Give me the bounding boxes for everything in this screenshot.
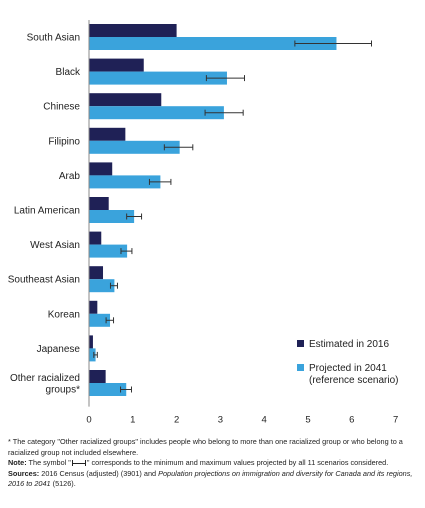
legend-label-2016: Estimated in 2016 xyxy=(309,339,389,350)
category-label-6: West Asian xyxy=(30,240,80,251)
x-tick-label-1: 1 xyxy=(130,415,135,426)
category-label-2: Chinese xyxy=(43,102,80,113)
note-text-after: " corresponds to the minimum and maximum… xyxy=(86,458,389,468)
category-label-10-line-1: groups* xyxy=(46,384,81,395)
legend-label-2041: Projected in 2041 xyxy=(309,363,387,374)
chart-notes: * The category "Other racialized groups"… xyxy=(8,437,418,490)
note-line: Note: The symbol " " corresponds to the m… xyxy=(8,458,418,469)
sources-code: (5126). xyxy=(50,479,76,489)
category-label-1-line-0: Black xyxy=(56,67,81,78)
sources-text: 2016 Census (adjusted) (3901) and xyxy=(39,468,159,478)
category-label-5: Latin American xyxy=(14,206,80,217)
bar-2041-10 xyxy=(89,383,127,396)
category-label-2-line-0: Chinese xyxy=(43,102,80,113)
legend-label-2041-scenario: (reference scenario) xyxy=(309,375,398,386)
bar-2016-5 xyxy=(89,197,109,210)
bar-2041-0 xyxy=(89,37,337,50)
bar-2041-7 xyxy=(89,279,115,293)
x-tick-label-5: 5 xyxy=(305,415,310,426)
bar-2016-6 xyxy=(89,231,102,245)
category-label-4-line-0: Arab xyxy=(59,171,81,182)
note-label: Note: xyxy=(8,458,27,468)
bar-2016-10 xyxy=(89,370,106,383)
category-label-1: Black xyxy=(56,67,81,78)
bar-2016-4 xyxy=(89,162,113,176)
legend-swatch-2016 xyxy=(297,340,304,347)
sources-label: Sources: xyxy=(8,468,40,478)
bar-2041-3 xyxy=(89,140,180,154)
bar-2041-4 xyxy=(89,175,161,189)
category-label-7: Southeast Asian xyxy=(8,275,80,286)
category-label-9-line-0: Japanese xyxy=(37,344,81,355)
bar-2016-2 xyxy=(89,93,162,107)
category-label-3-line-0: Filipino xyxy=(48,136,80,147)
x-tick-label-0: 0 xyxy=(86,415,91,426)
bar-2041-8 xyxy=(89,313,111,327)
bar-2041-5 xyxy=(89,210,135,223)
category-label-0: South Asian xyxy=(27,33,80,44)
x-tick-label-6: 6 xyxy=(349,415,354,426)
category-label-10-line-0: Other racialized xyxy=(10,373,80,384)
category-label-7-line-0: Southeast Asian xyxy=(8,275,80,286)
legend-swatch-2041 xyxy=(297,364,304,371)
bar-2016-0 xyxy=(89,24,177,37)
category-label-6-line-0: West Asian xyxy=(30,240,80,251)
bar-2041-1 xyxy=(89,71,227,85)
bar-chart: South Asian Black Chinese Filipino Arab Latin… xyxy=(8,20,398,426)
x-tick-label-7: 7 xyxy=(393,415,398,426)
error-bar-symbol-icon xyxy=(71,460,87,467)
category-label-10: Other racialized groups* xyxy=(10,373,80,396)
bar-2041-6 xyxy=(89,244,128,258)
category-label-8-line-0: Korean xyxy=(48,309,80,320)
category-label-9: Japanese xyxy=(37,344,81,355)
x-tick-label-3: 3 xyxy=(218,415,223,426)
footnote: * The category "Other racialized groups"… xyxy=(8,437,403,457)
sources-publication-title: Population projections on immigration an… xyxy=(8,468,413,489)
category-label-5-line-0: Latin American xyxy=(14,206,80,217)
category-label-8: Korean xyxy=(48,309,80,320)
bar-2016-1 xyxy=(89,58,144,72)
category-label-4: Arab xyxy=(59,171,81,182)
x-tick-label-2: 2 xyxy=(174,415,179,426)
bar-2041-2 xyxy=(89,106,224,120)
bar-2016-9 xyxy=(89,335,93,349)
category-label-0-line-0: South Asian xyxy=(27,33,80,44)
bar-2041-9 xyxy=(89,348,96,362)
sources-line: Sources: 2016 Census (adjusted) (3901) a… xyxy=(8,469,418,490)
note-text-before: The symbol " xyxy=(26,458,71,468)
category-label-3: Filipino xyxy=(48,136,80,147)
bar-2016-3 xyxy=(89,127,126,141)
bar-2016-7 xyxy=(89,266,104,280)
bar-2016-8 xyxy=(89,300,98,314)
x-tick-label-4: 4 xyxy=(262,415,267,426)
